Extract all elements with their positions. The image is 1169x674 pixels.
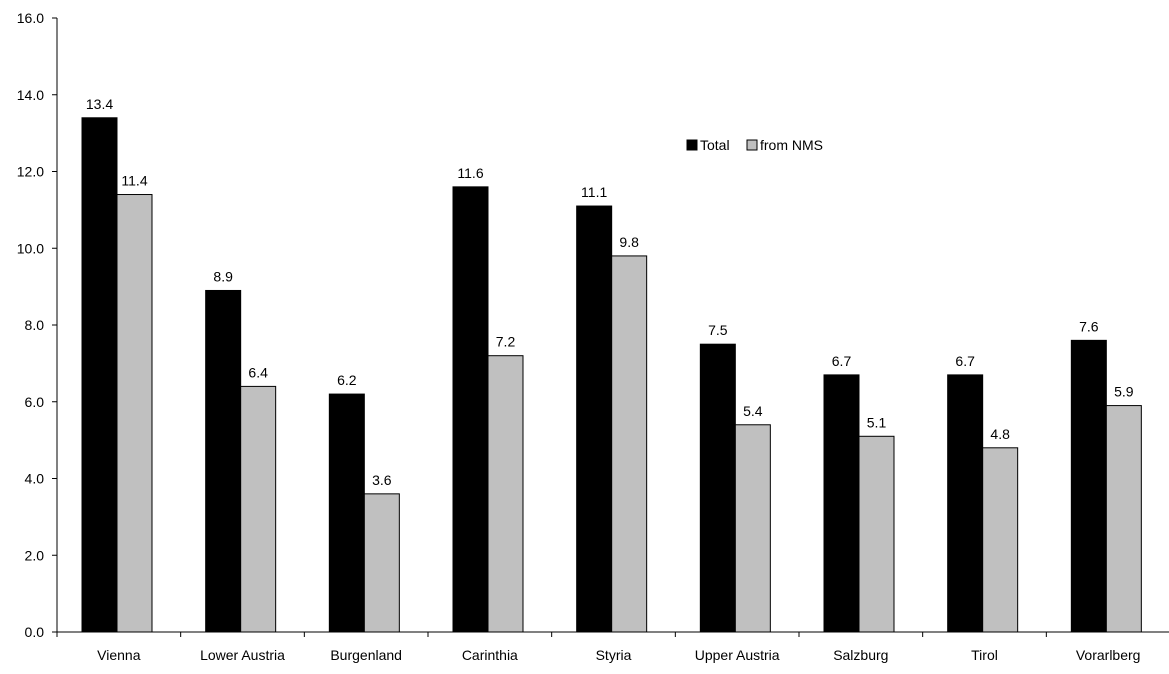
bar-total [452, 186, 489, 633]
x-tick-label: Salzburg [833, 647, 888, 663]
bar-from-nms [116, 194, 153, 633]
bar-label-total: 8.9 [213, 268, 233, 284]
bar-label-from-nms: 3.6 [372, 472, 392, 488]
bar-from-nms [363, 493, 400, 633]
bar-from-nms [1105, 405, 1142, 633]
legend-label-total: Total [700, 137, 730, 153]
bar-from-nms [982, 447, 1019, 633]
bar-label-total: 6.2 [337, 372, 357, 388]
bar-label-from-nms: 9.8 [619, 234, 639, 250]
y-tick-label: 6.0 [25, 394, 45, 410]
bar-from-nms [858, 435, 895, 633]
y-axis: 0.0 2.0 4.0 6.0 8.0 10.0 12.0 14.0 16.0 [17, 10, 58, 640]
bar-label-total: 13.4 [86, 96, 113, 112]
bar-label-from-nms: 5.1 [867, 414, 887, 430]
bar-label-from-nms: 4.8 [990, 426, 1010, 442]
bar-label-total: 11.6 [457, 165, 483, 181]
bar-label-from-nms: 11.4 [121, 173, 147, 189]
bar-label-total: 6.7 [832, 353, 852, 369]
bar-from-nms [734, 424, 771, 633]
y-tick-label: 10.0 [17, 240, 44, 256]
y-tick-label: 14.0 [17, 87, 44, 103]
y-tick-label: 16.0 [17, 10, 44, 26]
bar-total [576, 205, 613, 633]
bar-total [205, 289, 242, 633]
x-tick-label: Tirol [971, 647, 998, 663]
x-tick-label: Lower Austria [200, 647, 285, 663]
legend-swatch-from-nms [746, 139, 758, 151]
bar-label-total: 7.5 [708, 322, 728, 338]
bar-label-from-nms: 6.4 [248, 364, 268, 380]
bar-label-from-nms: 7.2 [496, 334, 516, 350]
legend-label-from-nms: from NMS [760, 137, 823, 153]
bar-total [823, 374, 860, 633]
bar-label-total: 6.7 [955, 353, 975, 369]
bar-total [81, 117, 118, 633]
bar-total [947, 374, 984, 633]
y-tick-label: 0.0 [25, 624, 45, 640]
bar-from-nms [240, 385, 277, 633]
bar-total [699, 343, 736, 633]
bars-group [81, 117, 1142, 633]
x-tick-label: Burgenland [330, 647, 402, 663]
x-tick-label: Styria [596, 647, 632, 663]
legend-swatch-total [686, 139, 698, 151]
x-axis: Vienna Lower Austria Burgenland Carinthia St… [56, 631, 1169, 663]
bar-label-total: 7.6 [1079, 318, 1099, 334]
y-tick-label: 12.0 [17, 164, 44, 180]
bar-label-from-nms: 5.4 [743, 403, 763, 419]
bar-labels-group: 13.4 8.9 6.2 11.6 11.1 7.5 6.7 6.7 7.6 11.4 6.4 3.6… [86, 96, 1134, 488]
x-tick-label: Upper Austria [695, 647, 780, 663]
bar-from-nms [611, 255, 648, 633]
bar-total [328, 393, 365, 633]
legend: Total from NMS [686, 137, 823, 153]
bar-from-nms [487, 355, 524, 633]
bar-label-total: 11.1 [581, 184, 607, 200]
y-tick-label: 2.0 [25, 547, 45, 563]
y-tick-label: 8.0 [25, 317, 45, 333]
x-tick-label: Carinthia [462, 647, 518, 663]
x-tick-label: Vorarlberg [1076, 647, 1141, 663]
y-tick-label: 4.0 [25, 471, 45, 487]
x-tick-label: Vienna [97, 647, 141, 663]
bar-label-from-nms: 5.9 [1114, 384, 1134, 400]
bar-total [1070, 339, 1107, 633]
